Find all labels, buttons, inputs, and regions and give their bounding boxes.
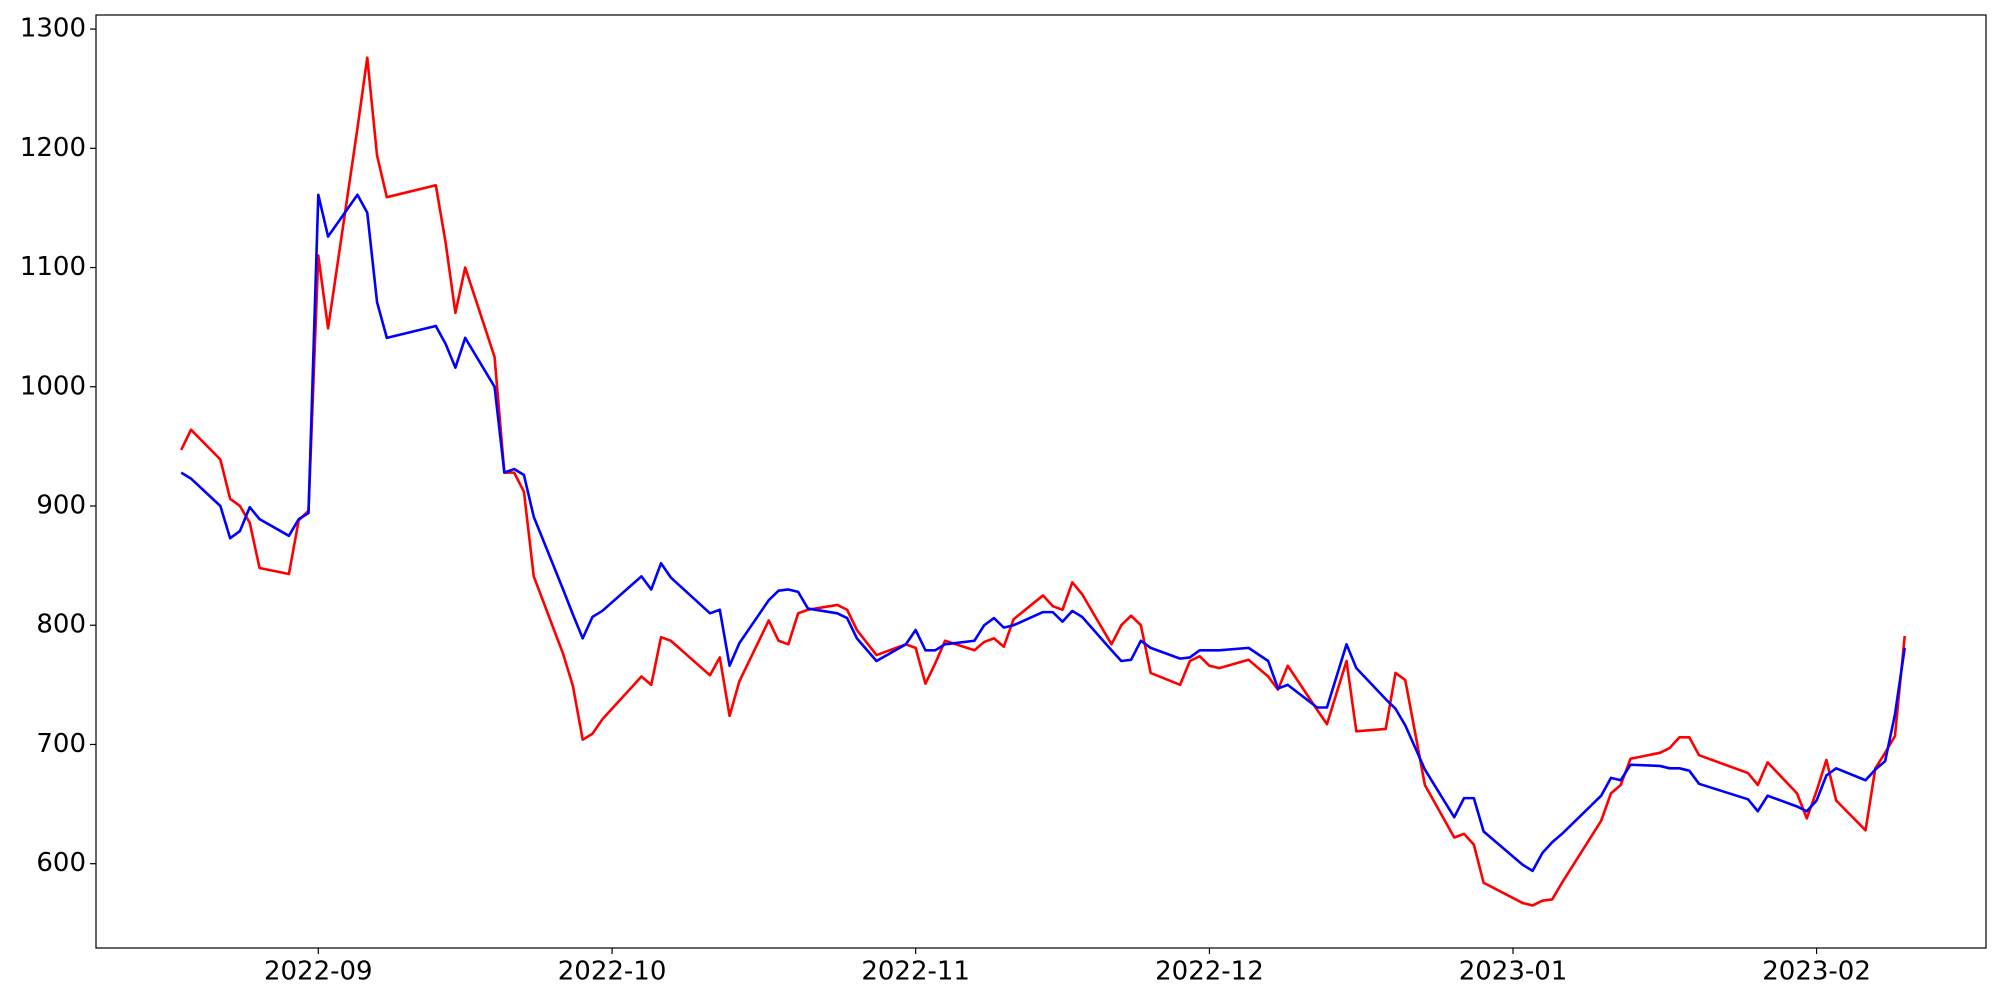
y-tick-label: 900: [36, 491, 86, 521]
y-tick-label: 1000: [20, 371, 86, 401]
x-tick-label: 2022-10: [558, 957, 667, 987]
x-tick-label: 2022-11: [861, 957, 970, 987]
y-tick-label: 700: [36, 729, 86, 759]
y-tick-label: 600: [36, 848, 86, 878]
y-tick-label: 800: [36, 610, 86, 640]
y-tick-label: 1200: [20, 133, 86, 163]
y-tick-label: 1100: [20, 252, 86, 282]
series-line: [180, 56, 1907, 907]
x-tick-label: 2022-12: [1155, 957, 1264, 987]
series-line: [180, 193, 1907, 873]
plot-frame: [95, 14, 1987, 949]
x-tick-label: 2022-09: [264, 957, 373, 987]
x-tick-label: 2023-02: [1762, 957, 1871, 987]
y-tick-label: 1300: [20, 14, 86, 44]
x-tick-label: 2023-01: [1459, 957, 1568, 987]
